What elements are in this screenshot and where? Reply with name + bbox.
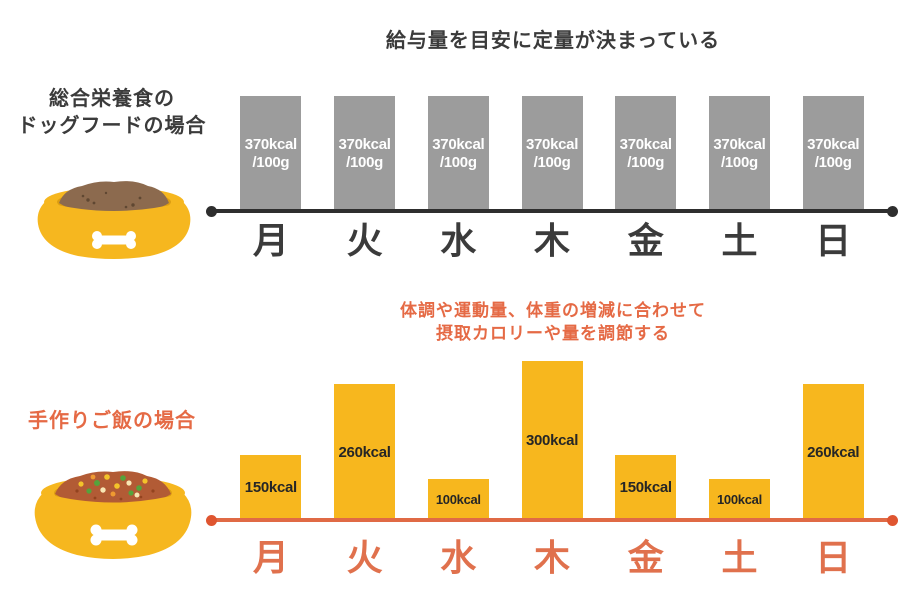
bar-column-火: 260kcal [318,361,412,520]
top-side-label-line2: ドッグフードの場合 [17,115,207,137]
day-label-月: 月 [252,220,289,261]
bar-column-火: 370kcal/100g [318,96,412,211]
bottom-chart-title: 体調や運動量、体重の増減に合わせて 摂取カロリーや量を調節する [210,299,896,345]
bar-column-日: 260kcal [786,361,880,520]
bar-月: 370kcal/100g [240,96,302,211]
bar-value-label: 260kcal [338,443,391,461]
bar-value-label: 370kcal [432,135,485,153]
top-day-labels: 月火水木金土日 [224,221,880,261]
bar-value-label: 260kcal [807,443,860,461]
homemade-food-bowl-icon [34,471,192,559]
bottom-bar-group: 150kcal 260kcal 100kcal 300kcal 150kcal 100kc… [224,361,880,520]
bottom-axis-left-dot [206,514,217,526]
day-label-金: 金 [627,220,664,261]
day-label-火: 火 [346,537,383,578]
day-label-金: 金 [627,537,664,578]
bone-icon [90,524,138,546]
bar-column-日: 370kcal/100g [786,96,880,211]
bar-value-label: 150kcal [244,479,297,496]
dog-food-bowl-icon [37,181,191,259]
bar-木: 300kcal [521,361,583,520]
bar-column-水: 370kcal/100g [411,96,505,211]
bar-value-label: 300kcal [525,432,579,449]
bowl-body [37,202,191,259]
bar-金: 370kcal/100g [615,96,677,211]
bar-月: 150kcal [240,455,302,520]
top-axis-left-dot [206,205,217,217]
kibble-speckles [81,191,142,209]
bar-value-label: 370kcal [619,135,672,153]
kibble-mound [59,181,169,214]
bar-value-label: 370kcal [713,135,766,153]
bar-value-label: 370kcal [244,135,297,153]
bar-木: 370kcal/100g [521,96,583,211]
day-label-木: 木 [534,220,571,261]
bar-column-土: 370kcal/100g [693,96,787,211]
top-axis-right-dot [887,205,898,217]
bottom-axis-line [206,514,898,526]
top-bar-group: 370kcal/100g 370kcal/100g 370kcal/100g 370k… [224,96,880,211]
day-label-月: 月 [252,537,289,578]
bone-icon [92,231,136,249]
bar-金: 150kcal [615,455,677,520]
bar-value-label: /100g [627,153,665,171]
vegetable-bits [78,474,148,498]
day-label-水: 水 [440,220,477,261]
bar-value-label: /100g [439,153,477,171]
bar-日: 370kcal/100g [802,96,864,211]
bar-土: 100kcal [708,479,770,520]
bar-value-label: /100g [814,153,852,171]
top-chart-title: 給与量を目安に定量が決まっている [385,30,721,52]
bar-value-label: /100g [252,153,290,171]
bar-value-label: 150kcal [619,479,672,496]
bar-土: 370kcal/100g [708,96,770,211]
bottom-chart-title-line1: 体調や運動量、体重の増減に合わせて [400,301,706,320]
bar-column-土: 100kcal [693,361,787,520]
top-axis-line [206,205,898,217]
day-label-土: 土 [721,537,758,578]
top-side-label-line1: 総合栄養食の [49,88,175,110]
bar-value-label: 100kcal [435,492,481,507]
day-label-日: 日 [815,220,852,261]
food-speckles [75,489,155,501]
day-label-日: 日 [815,537,852,578]
bottom-chart-title-line2: 摂取カロリーや量を調節する [436,324,670,343]
day-label-木: 木 [534,537,571,578]
bar-column-月: 150kcal [224,361,318,520]
bar-column-月: 370kcal/100g [224,96,318,211]
bar-column-木: 300kcal [505,361,599,520]
bar-value-label: /100g [346,153,383,171]
bar-水: 370kcal/100g [427,96,489,211]
bar-column-金: 370kcal/100g [599,96,693,211]
day-label-土: 土 [721,220,758,261]
bar-火: 260kcal [334,384,396,520]
bar-value-label: 370kcal [338,135,391,153]
bar-value-label: /100g [721,153,758,171]
bowl-body [34,493,192,559]
bar-value-label: 100kcal [717,492,762,507]
top-side-label: 総合栄養食の ドッグフードの場合 [0,86,224,140]
bar-火: 370kcal/100g [334,96,396,211]
bar-value-label: 370kcal [807,135,860,153]
bar-水: 100kcal [427,479,489,520]
day-label-水: 水 [440,537,477,578]
bottom-side-label: 手作りご飯の場合 [28,410,196,432]
bar-value-label: 370kcal [525,135,579,153]
bottom-axis-right-dot [887,514,898,526]
bottom-day-labels: 月火水木金土日 [224,538,880,578]
bar-column-金: 150kcal [599,361,693,520]
bar-column-木: 370kcal/100g [505,96,599,211]
bar-column-水: 100kcal [411,361,505,520]
day-label-火: 火 [346,220,383,261]
bar-value-label: /100g [533,153,571,171]
bar-日: 260kcal [802,384,864,520]
